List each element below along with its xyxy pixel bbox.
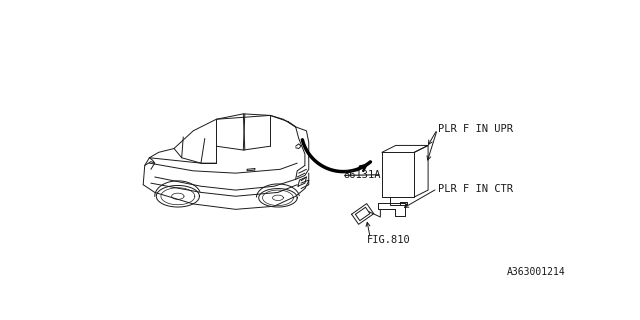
Text: PLR F IN CTR: PLR F IN CTR (438, 184, 513, 194)
Text: FIG.810: FIG.810 (367, 235, 410, 245)
Text: 86131A: 86131A (344, 171, 381, 180)
Text: A363001214: A363001214 (506, 267, 565, 277)
Text: PLR F IN UPR: PLR F IN UPR (438, 124, 513, 134)
